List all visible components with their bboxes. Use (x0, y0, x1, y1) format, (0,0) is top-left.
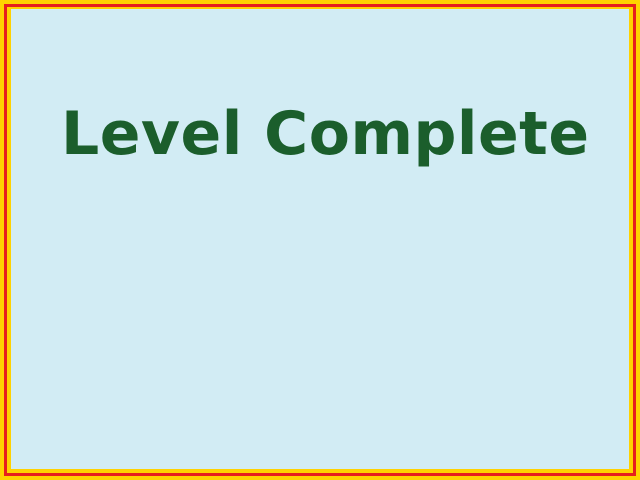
level-complete-screen: Level Complete (11, 9, 629, 469)
level-complete-title: Level Complete (61, 99, 590, 169)
